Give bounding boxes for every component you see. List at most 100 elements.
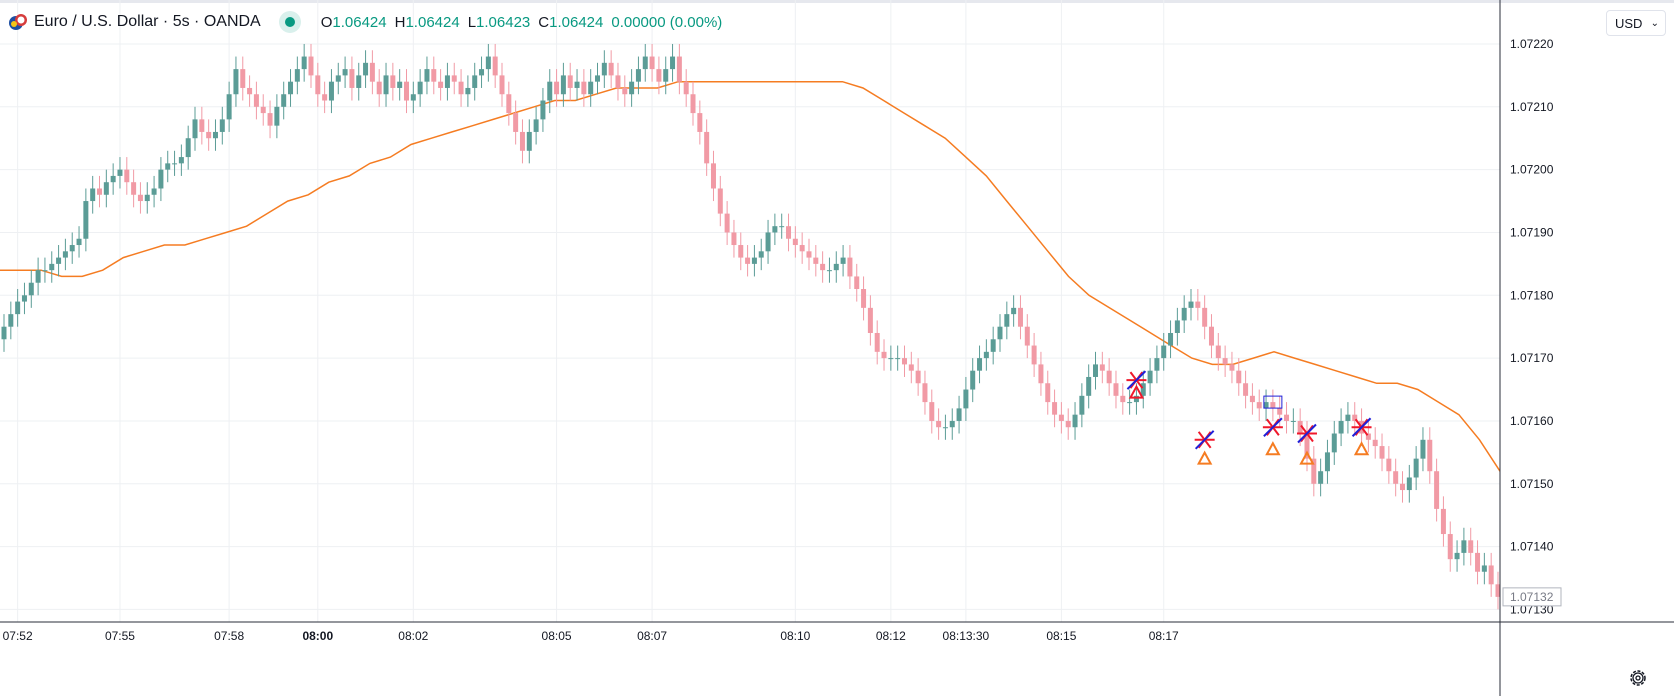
candle-body <box>1379 446 1385 459</box>
candle-body <box>670 56 676 70</box>
signal-cross-marker <box>1262 417 1283 437</box>
candle-body <box>1365 433 1371 440</box>
cross-stroke-blue <box>1194 430 1215 450</box>
candle-body <box>1065 420 1071 428</box>
signal-cross-marker <box>1126 370 1147 390</box>
candle-body <box>581 81 587 95</box>
candle-body <box>383 75 389 95</box>
symbol-title[interactable]: Euro / U.S. Dollar · 5s · OANDA <box>34 13 261 30</box>
top-border <box>0 0 1674 3</box>
candle-body <box>970 370 976 390</box>
candle-body <box>1202 307 1208 327</box>
candle-body <box>1236 370 1242 384</box>
candle-body <box>1174 320 1180 333</box>
candle-body <box>1311 458 1317 484</box>
candle-body <box>301 56 307 70</box>
candle-body <box>1304 433 1310 459</box>
candle-body <box>1440 508 1446 535</box>
candle-body <box>356 75 362 88</box>
candle-body <box>1208 326 1214 346</box>
candle-body <box>1297 420 1303 434</box>
candle-body <box>103 182 109 195</box>
signal-cross-marker <box>1351 417 1372 437</box>
candle-body <box>465 87 471 95</box>
candle-body <box>622 87 628 95</box>
candle-body <box>745 257 751 264</box>
candle-body <box>554 81 560 95</box>
candle-body <box>683 81 689 95</box>
candle-body <box>1352 414 1358 421</box>
candle-body <box>547 81 553 101</box>
candle-body <box>1256 402 1262 409</box>
candle-body <box>21 295 27 302</box>
candle-body <box>1133 395 1139 403</box>
candle-body <box>847 257 853 277</box>
moving-average-line <box>0 80 1501 472</box>
candle-body <box>328 81 334 101</box>
candle-body <box>233 69 239 95</box>
candle-body <box>42 270 48 272</box>
candle-body <box>629 81 635 95</box>
candle-body <box>826 270 832 272</box>
candle-body <box>820 263 826 271</box>
candle-body <box>1052 402 1058 415</box>
currency-selector[interactable]: USD ⌄ <box>1606 10 1666 36</box>
candle-body <box>1393 471 1399 484</box>
candle-body <box>1072 414 1078 428</box>
signal-triangle-marker <box>1196 450 1213 465</box>
candle-body <box>1154 358 1160 371</box>
candle-body <box>717 188 723 214</box>
candle-body <box>1127 402 1133 404</box>
candle-body <box>1488 565 1494 585</box>
low-label: L <box>467 13 477 31</box>
candle-body <box>110 175 116 183</box>
close-value: 1.06424 <box>549 13 604 31</box>
candle-body <box>49 263 55 271</box>
candle-body <box>363 62 369 76</box>
candle-body <box>1011 307 1017 315</box>
candle-body <box>274 106 280 126</box>
candle-body <box>1120 395 1126 403</box>
market-status-indicator[interactable] <box>278 11 301 33</box>
candle-body <box>799 245 805 252</box>
annotations-layer <box>1126 370 1372 465</box>
candle-body <box>308 56 314 76</box>
candle-body <box>1434 471 1440 509</box>
gear-icon[interactable] <box>1628 668 1648 688</box>
candle-body <box>772 226 778 233</box>
candle-body <box>1270 402 1276 409</box>
candle-body <box>710 163 716 189</box>
time-tick-label: 08:13:30 <box>943 629 990 643</box>
candle-body <box>1495 584 1501 597</box>
candle-body <box>738 245 744 258</box>
candle-body <box>1147 370 1153 384</box>
candle-body <box>1318 471 1324 484</box>
candle-body <box>288 81 294 95</box>
candle-body <box>1038 364 1044 384</box>
candle-body <box>560 75 566 95</box>
candle-body <box>1481 565 1487 572</box>
signal-triangle-marker <box>1128 384 1145 399</box>
candle-body <box>936 420 942 428</box>
candle-body <box>758 251 764 258</box>
candle-body <box>642 56 648 70</box>
open-label: O <box>320 13 333 31</box>
candle-body <box>322 94 328 101</box>
candle-body <box>1447 534 1453 560</box>
high-label: H <box>394 13 406 31</box>
candle-body <box>69 245 75 252</box>
candle-body <box>1331 433 1337 453</box>
candle-body <box>608 62 614 76</box>
candle-body <box>676 56 682 82</box>
candle-body <box>615 75 621 88</box>
candle-body <box>444 75 450 88</box>
candle-body <box>867 307 873 333</box>
candle-body <box>1031 345 1037 365</box>
candle-body <box>8 314 14 327</box>
signal-triangle-marker <box>1265 441 1281 456</box>
candle-body <box>881 351 887 359</box>
candle-body <box>376 81 382 95</box>
candle-body <box>1338 420 1344 434</box>
candle-body <box>813 257 819 264</box>
